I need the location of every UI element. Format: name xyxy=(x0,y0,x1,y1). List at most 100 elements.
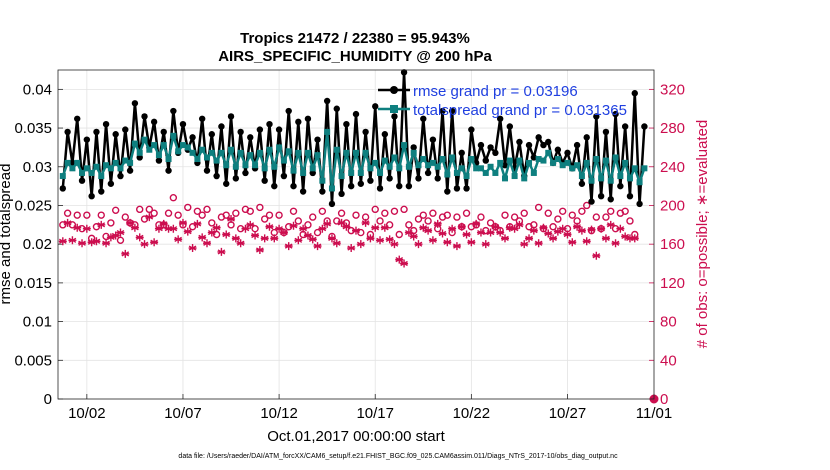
obs-evaluated-marker xyxy=(164,224,173,233)
obs-evaluated-marker xyxy=(573,222,582,231)
totalspread-point xyxy=(271,163,278,170)
rmse-point xyxy=(165,167,172,174)
obs-possible-marker xyxy=(203,205,211,214)
rmse-point xyxy=(631,90,638,97)
obs-possible-marker xyxy=(544,209,552,217)
obs-evaluated-marker xyxy=(582,237,591,246)
rmse-point xyxy=(266,120,273,128)
totalspread-point xyxy=(458,165,465,172)
rmse-point xyxy=(102,120,110,128)
line-series xyxy=(59,69,648,208)
rmse-point xyxy=(271,182,278,190)
obs-evaluated-marker xyxy=(130,223,139,232)
obs-evaluated-marker-stroke xyxy=(284,242,293,251)
obs-evaluated-marker-stroke xyxy=(568,238,577,247)
totalspread-point xyxy=(526,159,533,166)
totalspread-point xyxy=(314,152,321,159)
legend: rmse grand pr = 0.03196 totalspread gran… xyxy=(378,83,627,119)
obs-evaluated-marker-stroke xyxy=(207,228,216,237)
x-tick-label: 10/27 xyxy=(549,405,587,422)
totalspread-point xyxy=(410,149,417,156)
obs-evaluated-marker-stroke xyxy=(433,219,442,228)
rmse-point xyxy=(573,141,581,149)
totalspread-point xyxy=(304,149,311,156)
obs-evaluated-marker-stroke xyxy=(154,224,163,233)
rmse-point xyxy=(386,175,393,182)
rmse-point xyxy=(429,136,437,143)
rmse-point xyxy=(516,138,523,146)
rmse-point xyxy=(362,128,369,136)
totalspread-point xyxy=(175,148,182,155)
obs-possible-marker xyxy=(136,205,144,214)
obs-evaluated-marker-stroke xyxy=(587,225,596,234)
obs-evaluated-marker-stroke xyxy=(472,219,481,228)
obs-evaluated-marker xyxy=(544,229,553,238)
totalspread-point xyxy=(453,169,460,176)
obs-possible-marker xyxy=(107,219,115,227)
totalspread-point xyxy=(631,165,638,172)
totalspread-point xyxy=(276,144,283,151)
totalspread-point xyxy=(232,163,239,170)
obs-evaluated-marker xyxy=(207,228,216,237)
obs-possible-marker xyxy=(318,207,327,215)
obs-evaluated-marker-stroke xyxy=(265,222,274,231)
obs-possible-marker xyxy=(462,209,471,217)
obs-possible-marker xyxy=(184,203,192,212)
obs-evaluated-marker-stroke xyxy=(438,229,447,238)
x-axis-label: Oct.01,2017 00:00:00 start xyxy=(267,428,445,445)
rmse-point xyxy=(280,172,288,180)
obs-evaluated-marker-stroke xyxy=(116,228,125,237)
totalspread-point xyxy=(300,169,307,176)
obs-possible-marker xyxy=(602,213,610,221)
obs-evaluated-marker xyxy=(352,226,360,235)
obs-evaluated-marker xyxy=(376,236,385,245)
totalspread-point xyxy=(59,173,66,180)
x-tick-label: 10/07 xyxy=(164,405,202,422)
obs-evaluated-marker xyxy=(380,223,389,232)
obs-possible-marker xyxy=(554,215,562,223)
obs-evaluated-marker xyxy=(303,231,312,240)
rmse-point xyxy=(564,149,571,157)
rmse-point xyxy=(525,141,533,149)
obs-evaluated-marker-stroke xyxy=(294,236,303,245)
obs-evaluated-marker-stroke xyxy=(260,234,269,243)
rmse-point xyxy=(247,134,254,141)
obs-evaluated-marker xyxy=(92,237,101,246)
obs-evaluated-marker-stroke xyxy=(332,239,341,248)
totalspread-point xyxy=(122,157,129,164)
obs-evaluated-marker xyxy=(553,227,562,236)
obs-evaluated-marker xyxy=(568,238,577,247)
obs-evaluated-marker-stroke xyxy=(150,238,159,247)
totalspread-point xyxy=(588,177,595,184)
obs-evaluated-marker xyxy=(611,239,620,248)
totalspread-point xyxy=(574,162,581,169)
totalspread-point xyxy=(521,175,528,182)
rmse-point xyxy=(59,185,67,192)
y-tick-label-left: 0.035 xyxy=(14,120,52,137)
y-tick-label-right: 80 xyxy=(660,314,677,331)
obs-evaluated-marker xyxy=(203,239,211,248)
rmse-point xyxy=(593,113,600,120)
totalspread-point xyxy=(473,165,480,172)
obs-evaluated-marker-stroke xyxy=(467,238,476,247)
totalspread-point xyxy=(88,169,95,176)
rmse-point xyxy=(213,172,220,180)
rmse-point xyxy=(448,107,456,115)
totalspread-point xyxy=(449,154,456,161)
obs-evaluated-marker xyxy=(68,236,77,245)
obs-evaluated-marker xyxy=(347,244,356,253)
obs-evaluated-marker-stroke xyxy=(203,239,211,248)
obs-evaluated-marker xyxy=(539,223,548,232)
obs-evaluated-marker xyxy=(270,234,279,243)
obs-evaluated-marker-stroke xyxy=(476,228,485,237)
rmse-point xyxy=(405,182,413,190)
rmse-point xyxy=(203,167,211,174)
rmse-point xyxy=(588,198,595,205)
obs-evaluated-marker-stroke xyxy=(361,218,370,227)
obs-evaluated-marker xyxy=(97,220,106,229)
obs-evaluated-marker-stroke xyxy=(169,224,178,233)
chart-title-line-2: AIRS_SPECIFIC_HUMIDITY @ 200 hPa xyxy=(218,48,492,65)
y-tick-label-left: 0 xyxy=(44,391,52,408)
totalspread-point xyxy=(328,185,335,192)
obs-possible-marker xyxy=(265,211,274,219)
